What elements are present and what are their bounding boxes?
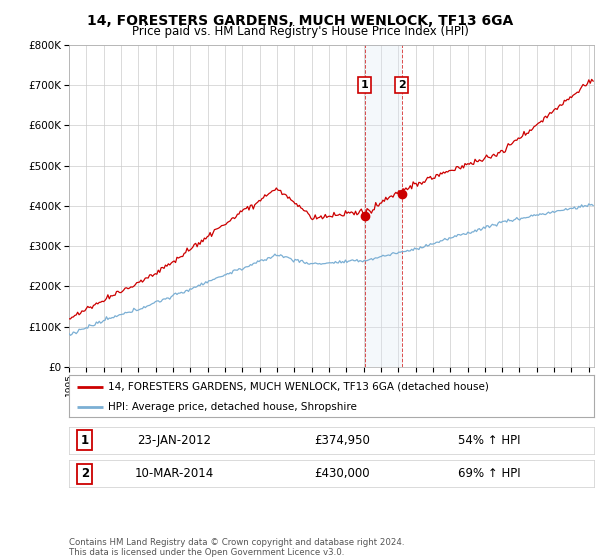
- Text: 10-MAR-2014: 10-MAR-2014: [134, 467, 214, 480]
- Text: 23-JAN-2012: 23-JAN-2012: [137, 433, 211, 447]
- Text: 2: 2: [80, 467, 89, 480]
- Text: 2: 2: [398, 80, 406, 90]
- Text: 69% ↑ HPI: 69% ↑ HPI: [458, 467, 520, 480]
- Text: Contains HM Land Registry data © Crown copyright and database right 2024.
This d: Contains HM Land Registry data © Crown c…: [69, 538, 404, 557]
- Text: HPI: Average price, detached house, Shropshire: HPI: Average price, detached house, Shro…: [109, 402, 357, 412]
- Text: £430,000: £430,000: [314, 467, 370, 480]
- Text: 1: 1: [80, 433, 89, 447]
- Text: Price paid vs. HM Land Registry's House Price Index (HPI): Price paid vs. HM Land Registry's House …: [131, 25, 469, 38]
- Text: 54% ↑ HPI: 54% ↑ HPI: [458, 433, 520, 447]
- Text: 14, FORESTERS GARDENS, MUCH WENLOCK, TF13 6GA: 14, FORESTERS GARDENS, MUCH WENLOCK, TF1…: [87, 14, 513, 28]
- Text: 1: 1: [361, 80, 368, 90]
- Text: £374,950: £374,950: [314, 433, 370, 447]
- Text: 14, FORESTERS GARDENS, MUCH WENLOCK, TF13 6GA (detached house): 14, FORESTERS GARDENS, MUCH WENLOCK, TF1…: [109, 381, 489, 391]
- Bar: [365, 45, 401, 367]
